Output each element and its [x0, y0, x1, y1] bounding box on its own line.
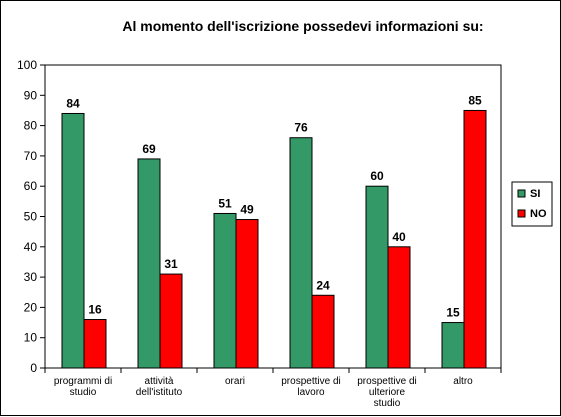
- x-tick-label-line: attività: [145, 376, 174, 387]
- data-label: 15: [446, 306, 460, 320]
- bar-no: [159, 273, 183, 369]
- y-tick-label: 60: [24, 179, 38, 193]
- x-tick-label: orari: [225, 376, 245, 387]
- bar-si: [365, 185, 389, 369]
- x-tick-label-line: studio: [374, 398, 401, 409]
- bar-no: [235, 219, 259, 369]
- y-tick-label: 0: [30, 361, 37, 375]
- legend-label-si: SI: [530, 188, 540, 200]
- data-label: 31: [164, 257, 178, 271]
- x-tick-label: prospettive di lavoro: [281, 376, 340, 398]
- y-tick-label: 70: [24, 149, 38, 163]
- x-tick-label-line: dell'istituto: [136, 387, 183, 398]
- x-tick-label-line: altro: [453, 376, 473, 387]
- legend-swatch-no: [517, 209, 526, 218]
- data-label: 69: [142, 142, 156, 156]
- data-label: 60: [370, 169, 384, 183]
- data-label: 49: [240, 203, 254, 217]
- x-tick-label: altro: [453, 376, 473, 387]
- bar-si: [213, 212, 237, 369]
- x-tick-label-line: lavoro: [297, 387, 325, 398]
- y-tick-label: 40: [24, 240, 38, 254]
- x-tick-label-line: prospettive di: [281, 376, 340, 387]
- y-tick-label: 90: [24, 88, 38, 102]
- y-tick-label: 100: [17, 58, 37, 72]
- x-tick-label-line: studio: [70, 387, 97, 398]
- legend-label-no: NO: [530, 208, 547, 220]
- x-tick-label: programmi di studio: [54, 376, 112, 398]
- bar-si: [441, 322, 465, 369]
- legend-swatch-si: [517, 189, 526, 198]
- bar-no: [387, 246, 411, 369]
- data-label: 76: [294, 121, 308, 135]
- x-tick-label-line: ulteriore: [369, 387, 406, 398]
- x-tick-label: prospettive di ulteriore studio: [357, 376, 416, 409]
- x-tick-label-line: orari: [225, 376, 245, 387]
- x-tick-label-line: programmi di: [54, 376, 112, 387]
- bar-no: [311, 294, 335, 369]
- bar-no: [83, 319, 107, 369]
- data-label: 24: [316, 278, 330, 292]
- x-tick-label: attività dell'istituto: [136, 376, 183, 398]
- bar-si: [61, 112, 85, 369]
- y-tick-label: 80: [24, 119, 38, 133]
- y-tick-label: 30: [24, 270, 38, 284]
- y-tick-label: 10: [24, 331, 38, 345]
- data-label: 84: [66, 96, 80, 110]
- data-label: 51: [218, 196, 232, 210]
- chart-title: Al momento dell'iscrizione possedevi inf…: [122, 18, 483, 34]
- data-label: 16: [88, 303, 102, 317]
- plot-border: [44, 64, 502, 369]
- data-label: 85: [468, 93, 482, 107]
- y-tick-label: 20: [24, 300, 38, 314]
- legend-box: [511, 181, 553, 227]
- data-label: 40: [392, 230, 406, 244]
- y-tick-label: 50: [24, 210, 38, 224]
- legend: SI NO: [511, 181, 553, 227]
- bar-si: [137, 158, 161, 369]
- bar-si: [289, 137, 313, 369]
- bar-no: [463, 109, 487, 369]
- x-tick-label-line: prospettive di: [357, 376, 416, 387]
